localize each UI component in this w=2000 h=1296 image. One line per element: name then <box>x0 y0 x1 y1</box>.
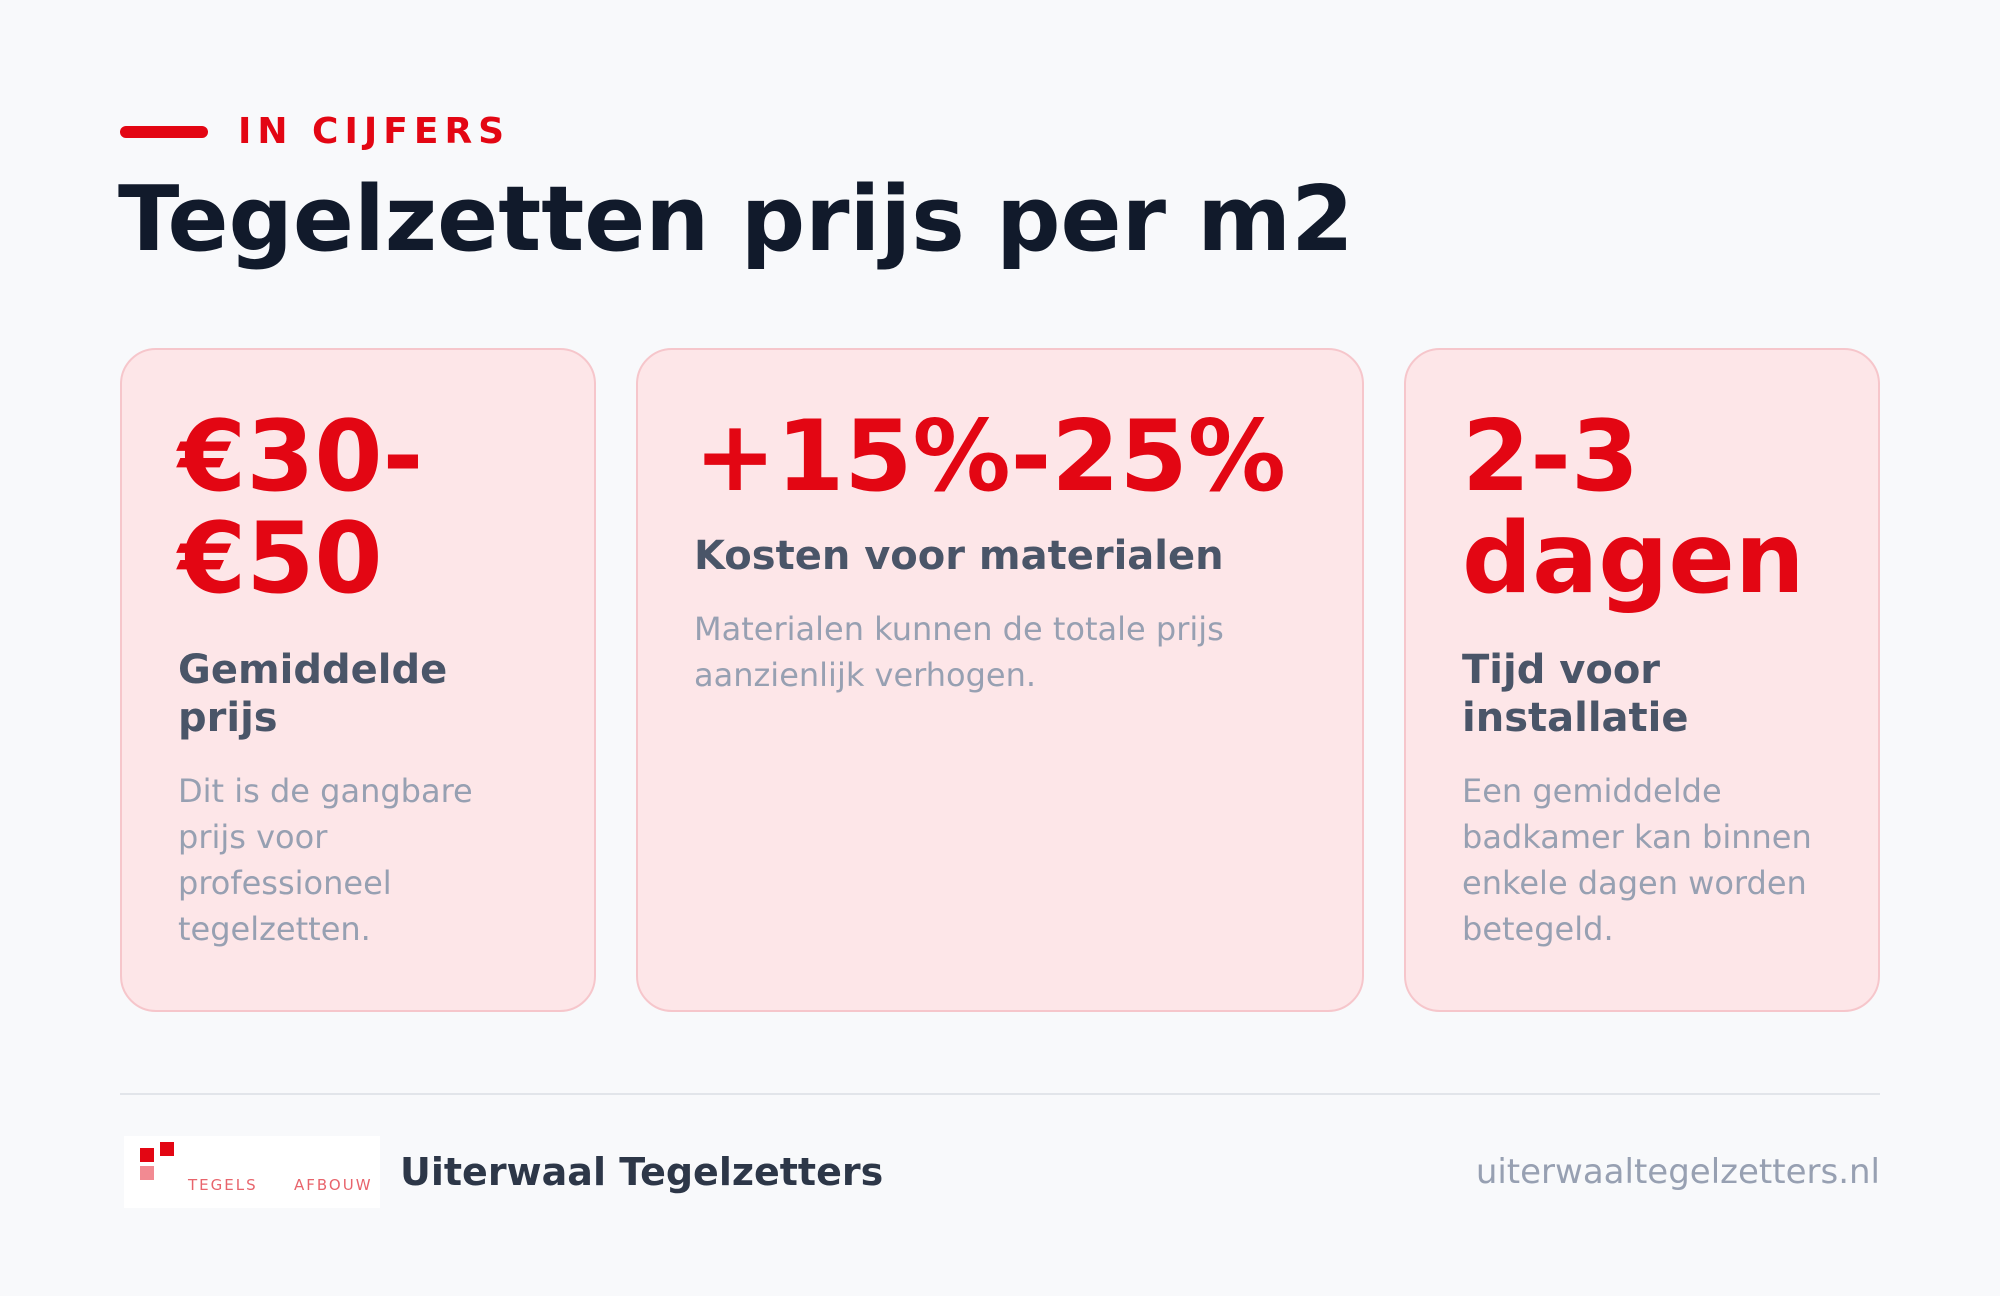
stat-description: Een gemiddelde badkamer kan binnen enkel… <box>1462 768 1822 952</box>
stat-description-line: aanzienlijk verhogen. <box>694 656 1037 694</box>
stat-value: +15%-25% <box>694 400 1286 514</box>
stat-label-line: prijs <box>178 695 278 741</box>
logo-tile-icon <box>140 1148 154 1162</box>
footer-brand-name: Uiterwaal Tegelzetters <box>400 1150 884 1194</box>
stat-description-line: Materialen kunnen de totale prijs <box>694 610 1224 648</box>
stat-value: €30- €50 <box>178 406 538 610</box>
stat-description: Materialen kunnen de totale prijs aanzie… <box>694 606 1306 698</box>
stat-value-line: €30- <box>178 400 424 514</box>
stat-card-material-costs: +15%-25% Kosten voor materialen Material… <box>636 348 1364 1012</box>
stat-description-line: Dit is de gangbare <box>178 772 473 810</box>
stat-label-line: installatie <box>1462 695 1689 741</box>
page-title: Tegelzetten prijs per m2 <box>118 167 1354 272</box>
logo-word-left: TEGELS <box>187 1176 258 1194</box>
stat-label-line: Gemiddelde <box>178 647 448 693</box>
stat-label: Gemiddelde prijs <box>178 646 538 742</box>
stat-value-line: dagen <box>1462 502 1805 616</box>
stat-description: Dit is de gangbare prijs voor profession… <box>178 768 538 952</box>
stat-description-line: professioneel <box>178 864 392 902</box>
eyebrow-label: IN CIJFERS <box>238 111 511 152</box>
company-logo: TEGELS AFBOUW <box>124 1136 380 1208</box>
stat-description-line: Een gemiddelde <box>1462 772 1722 810</box>
stat-value: 2-3 dagen <box>1462 406 1822 610</box>
logo-tile-icon <box>140 1166 154 1180</box>
stat-card-average-price: €30- €50 Gemiddelde prijs Dit is de gang… <box>120 348 596 1012</box>
stat-label: Kosten voor materialen <box>694 533 1224 579</box>
stat-card-installation-time: 2-3 dagen Tijd voor installatie Een gemi… <box>1404 348 1880 1012</box>
stat-label: Tijd voor installatie <box>1462 646 1822 742</box>
stat-description-line: enkele dagen worden <box>1462 864 1807 902</box>
stat-value-line: 2-3 <box>1462 400 1640 514</box>
eyebrow-accent-bar <box>120 126 208 138</box>
stat-label-line: Tijd voor <box>1462 647 1661 693</box>
stat-value-line: €50 <box>178 502 383 616</box>
stat-description-line: betegeld. <box>1462 910 1614 948</box>
logo-word-right: AFBOUW <box>294 1176 373 1194</box>
stat-description-line: tegelzetten. <box>178 910 371 948</box>
logo-tile-icon <box>160 1142 174 1156</box>
stat-description-line: prijs voor <box>178 818 328 856</box>
stat-description-line: badkamer kan binnen <box>1462 818 1812 856</box>
footer-divider <box>120 1093 1880 1095</box>
section-eyebrow: IN CIJFERS <box>120 112 510 152</box>
footer-website-link[interactable]: uiterwaaltegelzetters.nl <box>1475 1152 1880 1192</box>
